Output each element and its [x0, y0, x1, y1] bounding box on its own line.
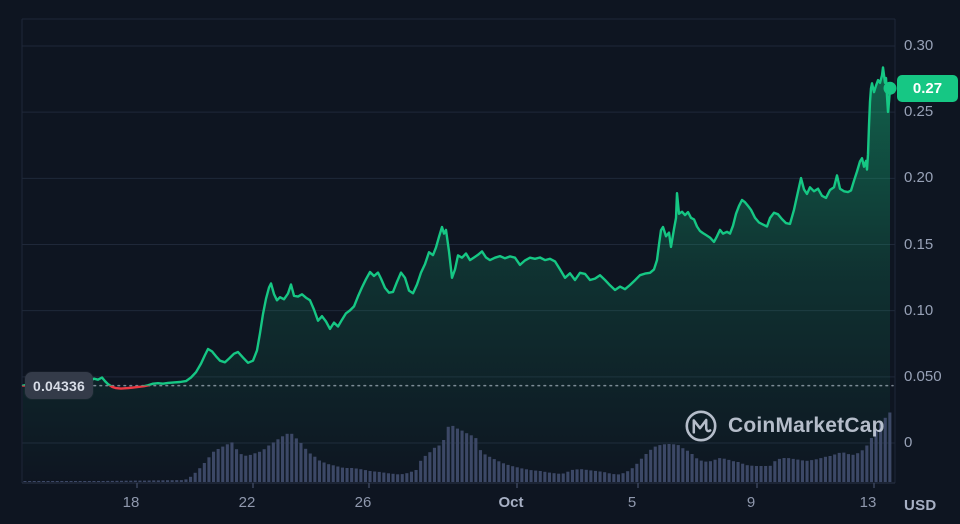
- baseline-price-badge: 0.04336: [25, 372, 93, 399]
- y-axis-label: 0: [904, 434, 913, 451]
- y-axis-label: 0.25: [904, 103, 934, 120]
- y-axis-label: 0.20: [904, 169, 934, 186]
- current-price-badge: 0.27: [897, 75, 958, 102]
- x-axis-ticks: [136, 483, 875, 488]
- x-axis-label: 22: [238, 494, 256, 511]
- x-axis-label: 5: [627, 494, 637, 511]
- coinmarketcap-watermark: CoinMarketCap: [683, 406, 885, 446]
- y-axis-label: 0.10: [904, 302, 934, 319]
- y-axis-label: 0.15: [904, 236, 934, 253]
- current-price-marker-dot: [883, 81, 897, 95]
- watermark-text: CoinMarketCap: [728, 414, 885, 437]
- price-line: [21, 66, 892, 386]
- x-axis-label: 26: [354, 494, 372, 511]
- y-axis-label: 0.30: [904, 37, 934, 54]
- x-axis-label: 9: [746, 494, 756, 511]
- currency-unit-label: USD: [904, 497, 937, 514]
- coinmarketcap-logo-icon: [685, 410, 717, 442]
- price-area-fill: [23, 67, 890, 484]
- x-axis-label: Oct: [498, 494, 524, 511]
- volume-bars: [23, 412, 892, 482]
- x-axis-label: 13: [859, 494, 877, 511]
- y-axis-label: 0.050: [904, 368, 942, 385]
- x-axis-label: 18: [122, 494, 140, 511]
